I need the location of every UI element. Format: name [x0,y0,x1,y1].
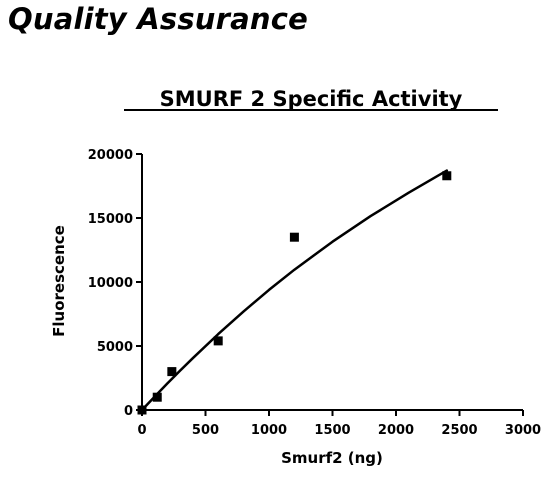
chart-data-points [137,171,452,415]
x-tick-label: 2500 [441,423,477,438]
data-point [137,405,147,415]
chart-title: SMURF 2 Specific Activity [160,87,463,111]
x-tick-label: 1500 [314,423,350,438]
x-tick-label: 3000 [505,423,541,438]
page-heading: Quality Assurance [8,2,308,36]
x-tick-label: 0 [137,423,146,438]
y-tick-label: 5000 [97,340,133,355]
data-point [152,392,162,402]
data-point [167,367,177,377]
fit-curve [140,169,449,412]
y-tick-label: 15000 [88,212,133,227]
data-point [289,232,299,242]
y-tick-label: 0 [124,404,133,419]
y-tick-label: 10000 [88,276,133,291]
y-tick-label: 20000 [88,148,133,163]
y-axis-label: Fluorescence [50,225,68,337]
x-tick-label: 500 [192,423,219,438]
chart-ticks: 0 500 1000 1500 2000 2500 3000 0 5000 10000 15000 2… [88,148,541,438]
chart-axes [141,154,523,411]
x-tick-label: 1000 [251,423,287,438]
x-axis-label: Smurf2 (ng) [281,449,383,467]
x-tick-label: 2000 [378,423,414,438]
chart-fit-curve-group [140,169,449,412]
data-point [213,336,223,346]
data-point [442,171,452,181]
